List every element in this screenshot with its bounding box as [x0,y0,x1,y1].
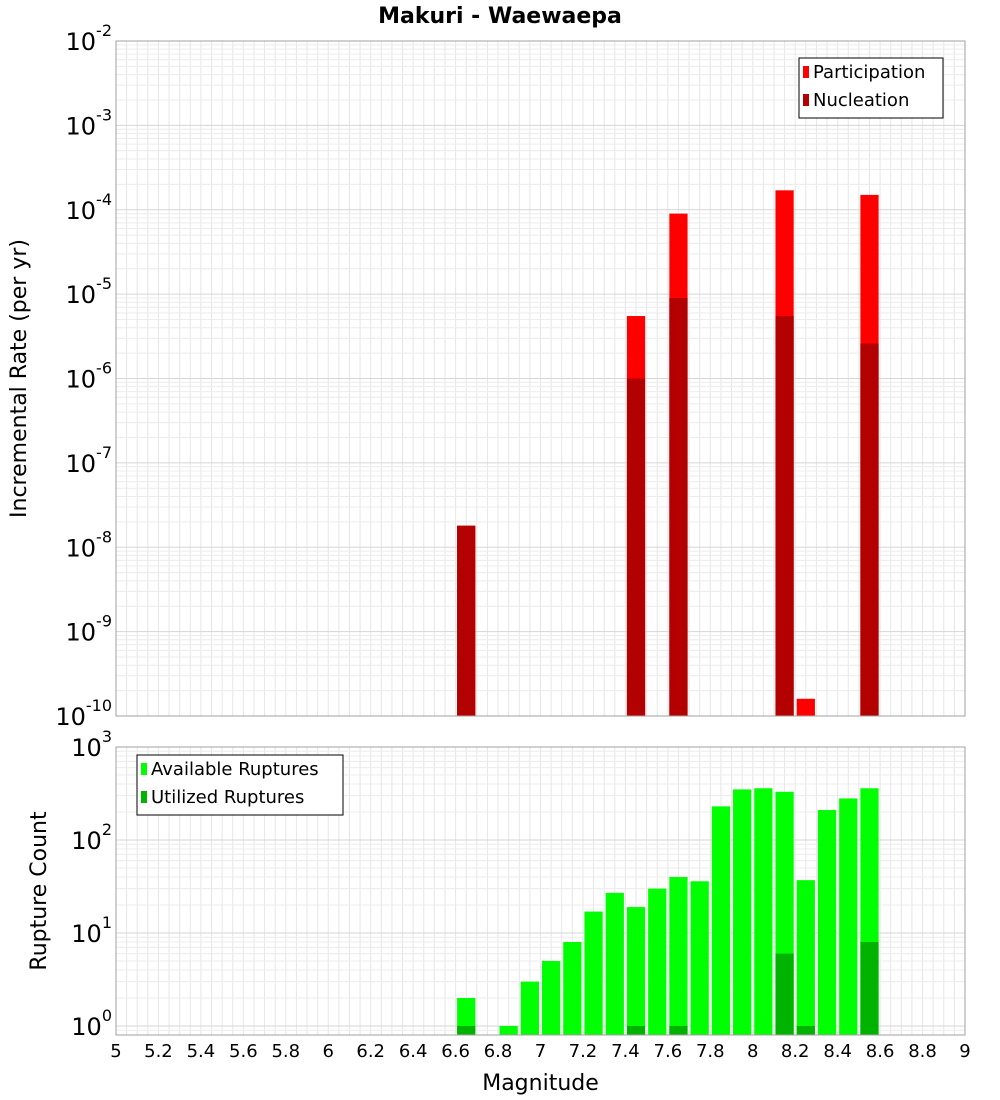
plot-frame [115,40,966,717]
x-tick-label: 5.2 [144,1041,173,1062]
x-tick-label: 8.6 [866,1041,895,1062]
utilized-ruptures-bar [796,1025,815,1035]
legend-entry-label: Nucleation [813,90,909,111]
utilized-ruptures-bar [775,953,794,1035]
x-tick-label: 6.8 [484,1041,513,1062]
plot-panel-1: 10-2 10-3 10-4 10-5 10-6 10-7 10-8 10-9 10-10 Par… [55,21,966,731]
available-ruptures-bar [817,810,837,1035]
x-tick-label: 5.6 [229,1041,258,1062]
available-ruptures-bar [796,880,815,1035]
available-ruptures-bar [711,806,731,1035]
nucleation-bar [626,378,646,716]
x-axis-label: Magnitude [482,1071,599,1096]
utilized-ruptures-bar [669,1025,688,1035]
x-tick-label: 5 [110,1041,121,1062]
x-tick-label: 6.6 [441,1041,470,1062]
utilized-ruptures-bar [626,1025,646,1035]
y-tick-label: 101 [71,913,112,948]
available-ruptures-bar [584,911,603,1035]
y-tick-label: 10-6 [66,359,113,394]
legend-swatch [141,763,147,775]
available-ruptures-bar [605,892,624,1035]
legend-swatch [803,94,809,106]
legend-entry-label: Available Ruptures [151,759,319,780]
participation-bar [796,698,815,716]
legend-2: Available Ruptures Utilized Ruptures [136,754,344,816]
available-ruptures-bar [457,997,476,1035]
utilized-ruptures-bar [457,1025,476,1035]
available-ruptures-bar [648,888,667,1035]
available-ruptures-bar [499,1025,518,1035]
available-ruptures-bar [690,881,709,1035]
x-tick-label: 8 [747,1041,758,1062]
y-tick-label: 10-3 [66,105,113,140]
available-ruptures-bar [733,789,752,1035]
x-tick-label: 5.8 [271,1041,300,1062]
chart-title: Makuri - Waewaepa [378,4,622,29]
bottom-y-axis-label: Rupture Count [27,811,52,971]
nucleation-bar [860,343,879,716]
y-tick-label: 10-7 [66,443,113,478]
plot-frame [115,746,966,1036]
top-y-axis-label: Incremental Rate (per yr) [7,239,32,518]
nucleation-bar [775,316,794,716]
x-tick-label: 8.4 [823,1041,852,1062]
x-tick-label: 5.4 [187,1041,216,1062]
legend-swatch [141,791,147,803]
available-ruptures-bar [754,788,773,1035]
x-tick-label: 7.8 [696,1041,725,1062]
y-tick-label: 10-8 [66,527,113,562]
nucleation-bar [457,525,476,716]
x-tick-label: 7.4 [611,1041,640,1062]
legend-entry-label: Participation [813,62,925,83]
x-tick-label: 7 [535,1041,546,1062]
y-tick-label: 10-9 [66,612,113,647]
nucleation-bar [669,297,688,716]
available-ruptures-bar [669,877,688,1035]
y-tick-label: 10-4 [66,190,113,225]
y-tick-label: 103 [71,727,112,762]
available-ruptures-bar [626,907,646,1035]
x-tick-label: 6.4 [399,1041,428,1062]
x-tick-label: 6 [323,1041,334,1062]
x-tick-label: 6.2 [356,1041,385,1062]
x-tick-label: 8.8 [908,1041,937,1062]
x-tick-label: 7.6 [654,1041,683,1062]
y-tick-label: 102 [71,820,112,855]
available-ruptures-bar [520,981,539,1035]
legend-entry-label: Utilized Ruptures [151,787,304,808]
plot-panel-2: 103 102 101 100 Available Ruptures Utilized R… [71,727,966,1041]
y-tick-label: 10-5 [66,274,113,309]
available-ruptures-bar [563,942,582,1035]
legend-box [136,754,344,816]
available-ruptures-bar [542,960,561,1035]
x-tick-label: 9 [959,1041,970,1062]
y-tick-label: 10-10 [55,696,112,731]
available-ruptures-bar [839,798,858,1035]
utilized-ruptures-bar [860,942,879,1035]
x-tick-label: 8.2 [781,1041,810,1062]
legend-swatch [803,66,809,78]
x-tick-label: 7.2 [569,1041,598,1062]
y-tick-label: 10-2 [66,21,113,56]
legend-box [798,57,944,119]
y-tick-label: 100 [71,1006,112,1041]
legend-1: Participation Nucleation [798,57,944,119]
